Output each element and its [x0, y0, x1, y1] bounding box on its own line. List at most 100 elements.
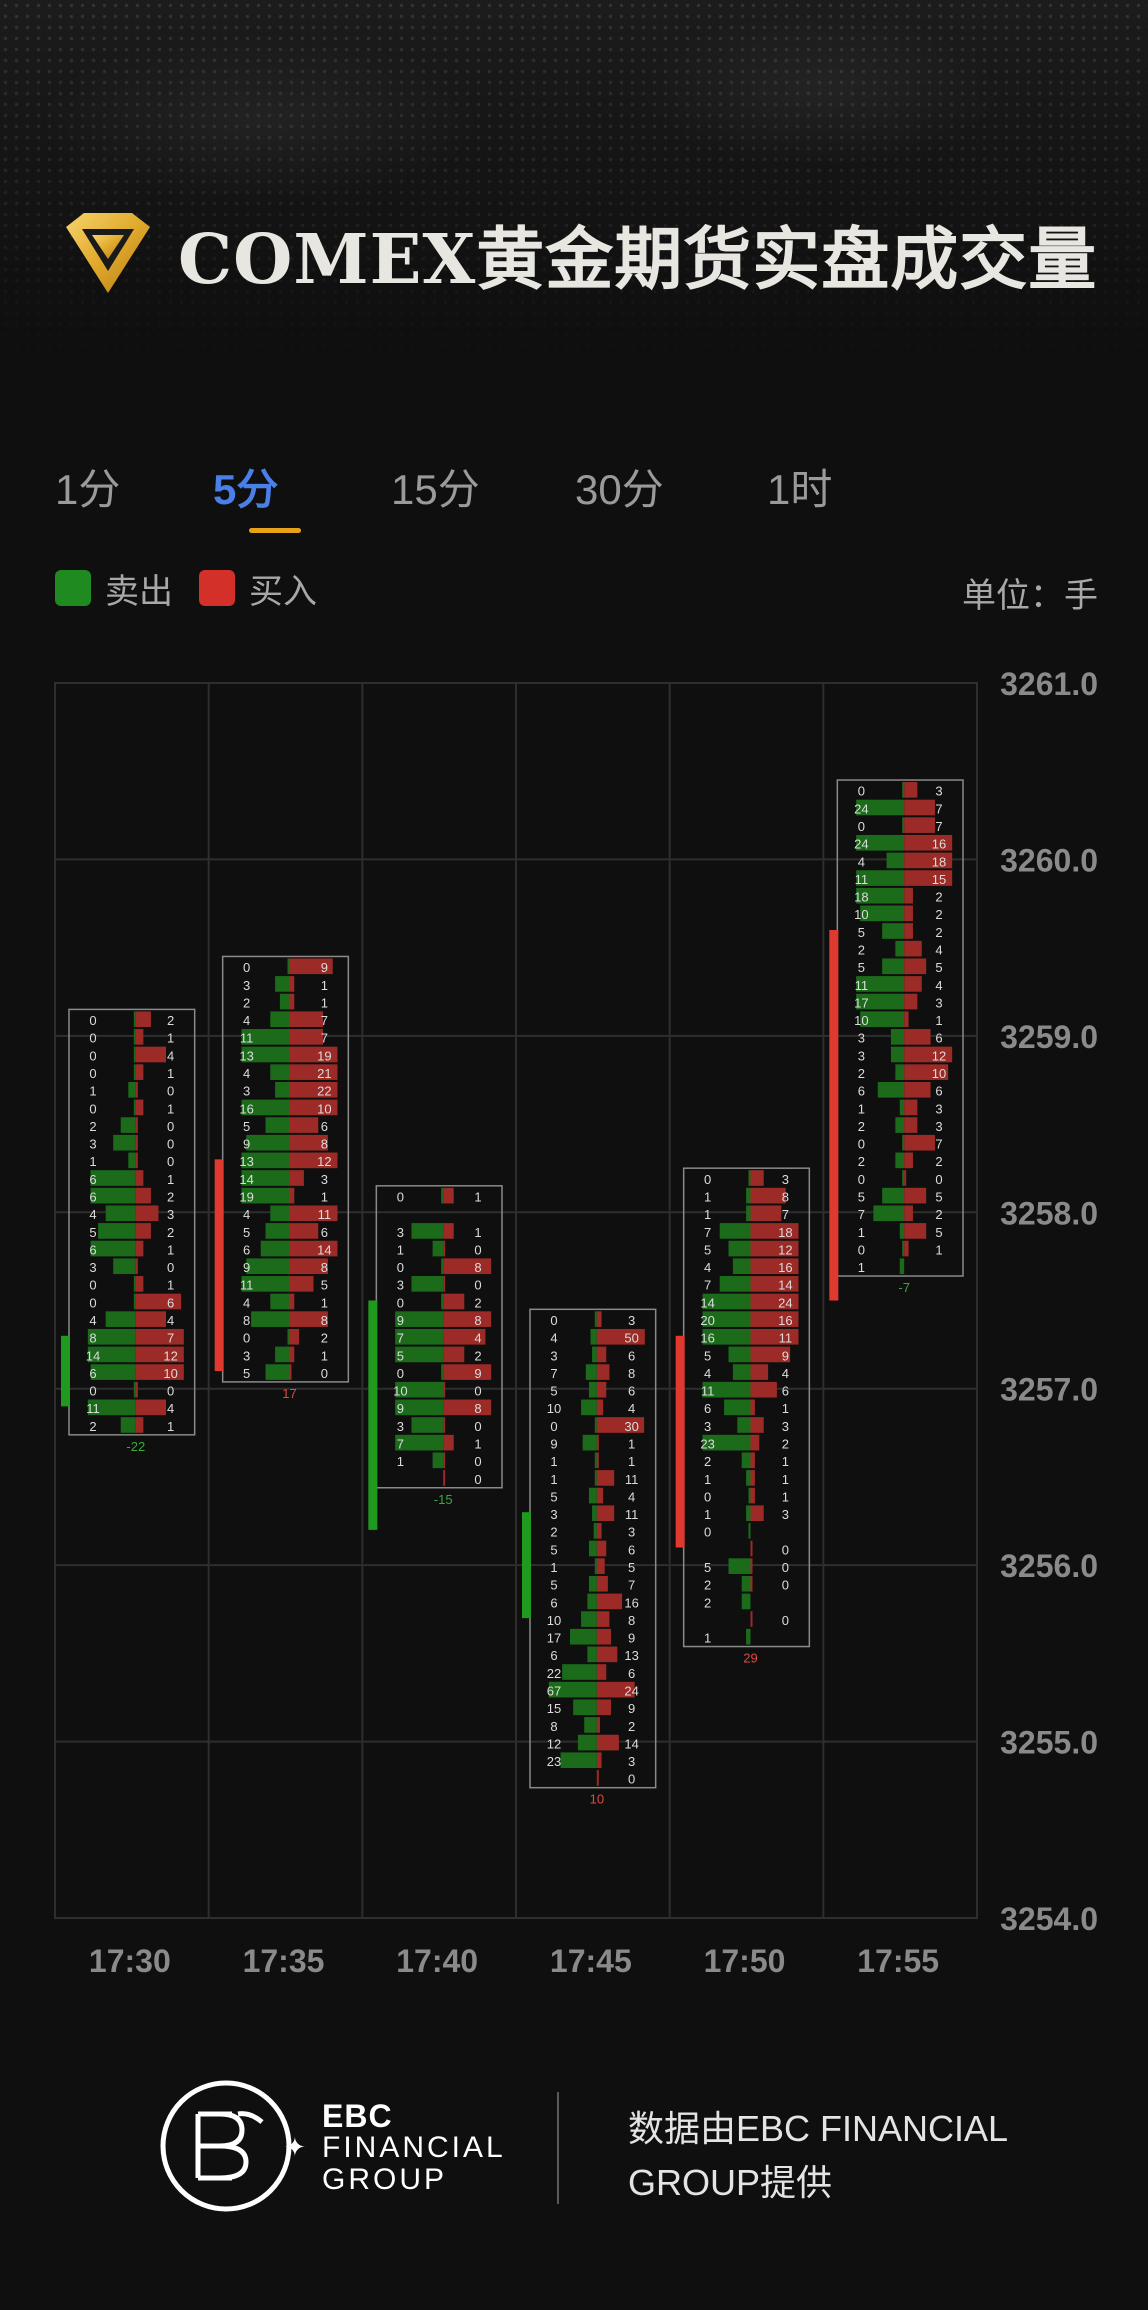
- buy-volume-label: 6: [167, 1295, 174, 1310]
- sell-volume-label: 11: [86, 1401, 100, 1416]
- sell-volume-bar: [748, 1487, 751, 1504]
- sell-volume-label: 1: [550, 1472, 557, 1487]
- buy-volume-bar: [750, 1170, 764, 1186]
- sell-volume-bar: [741, 1593, 751, 1610]
- y-tick-label: 3254.0: [1000, 1901, 1098, 1937]
- sell-volume-label: 8: [243, 1313, 250, 1328]
- credit-line2: GROUP提供: [628, 2162, 833, 2203]
- buy-volume-bar: [596, 1752, 602, 1769]
- buy-volume-bar: [135, 1099, 144, 1116]
- buy-volume-label: 4: [167, 1048, 174, 1063]
- buy-volume-label: 18: [778, 1225, 792, 1240]
- buy-volume-bar: [443, 1452, 446, 1469]
- ebc-logo-icon: [160, 2080, 292, 2212]
- buy-volume-bar: [904, 1117, 918, 1133]
- tab-30min[interactable]: 30分: [575, 466, 664, 513]
- buy-volume-bar: [289, 1152, 338, 1169]
- buy-volume-bar: [596, 1558, 605, 1574]
- buy-volume-label: 11: [779, 1331, 793, 1346]
- sell-volume-bar: [902, 782, 905, 798]
- tab-1hour[interactable]: 1时: [767, 466, 833, 513]
- buy-volume-label: 2: [321, 1331, 328, 1346]
- sell-volume-bar: [594, 1558, 597, 1574]
- buy-volume-bar: [289, 976, 295, 992]
- legend-sell-label: 卖出: [105, 572, 173, 611]
- buy-volume-bar: [289, 1205, 338, 1222]
- sell-volume-label: 3: [704, 1419, 711, 1434]
- sell-volume-bar: [133, 1046, 136, 1063]
- legend-buy: 买入: [199, 564, 317, 613]
- buy-volume-bar: [135, 1134, 138, 1151]
- sell-volume-bar: [587, 1593, 597, 1610]
- sell-volume-bar: [873, 1205, 905, 1222]
- buy-volume-bar: [289, 1223, 319, 1239]
- buy-volume-label: 12: [317, 1154, 331, 1169]
- sell-volume-bar: [133, 1011, 136, 1028]
- buy-volume-bar: [596, 1434, 599, 1451]
- sell-volume-label: 4: [704, 1366, 711, 1381]
- sell-volume-bar: [746, 1205, 751, 1222]
- buy-volume-bar: [596, 1505, 615, 1522]
- sell-volume-label: 6: [89, 1366, 96, 1381]
- buy-volume-label: 3: [935, 1101, 942, 1116]
- buy-volume-label: 24: [778, 1295, 792, 1310]
- candle-body: [675, 1335, 685, 1548]
- delta-label: -7: [898, 1280, 910, 1295]
- buy-volume-bar: [750, 1346, 791, 1363]
- sell-volume-bar: [899, 1258, 905, 1275]
- buy-volume-bar: [596, 1381, 607, 1398]
- sell-volume-label: 2: [858, 1119, 865, 1134]
- sell-volume-bar: [128, 1081, 136, 1098]
- tab-15min[interactable]: 15分: [391, 466, 480, 513]
- sell-volume-bar: [856, 834, 905, 851]
- sell-volume-label: 4: [243, 1066, 250, 1081]
- buy-volume-bar: [596, 1452, 599, 1469]
- buy-volume-label: 6: [321, 1119, 328, 1134]
- sell-volume-bar: [105, 1205, 136, 1222]
- sell-volume-bar: [128, 1152, 136, 1169]
- buy-volume-label: 10: [317, 1101, 331, 1116]
- buy-volume-label: 0: [935, 1172, 942, 1187]
- sell-volume-label: 4: [858, 854, 865, 869]
- sell-volume-bar: [90, 1187, 136, 1204]
- sell-volume-label: 1: [704, 1189, 711, 1204]
- buy-volume-label: 8: [628, 1613, 635, 1628]
- buy-volume-label: 1: [167, 1419, 174, 1434]
- buy-volume-bar: [135, 1117, 138, 1133]
- sell-volume-bar: [246, 1134, 290, 1151]
- sell-volume-label: 8: [89, 1331, 96, 1346]
- sell-volume-bar: [702, 1328, 751, 1345]
- buy-volume-bar: [750, 1205, 782, 1222]
- buy-volume-bar: [750, 1417, 764, 1433]
- buy-volume-label: 7: [321, 1031, 328, 1046]
- buy-volume-label: 5: [935, 1189, 942, 1204]
- x-tick-label: 17:50: [704, 1943, 786, 1979]
- tab-5min[interactable]: 5分: [213, 466, 279, 513]
- sell-volume-label: 3: [243, 1084, 250, 1099]
- sell-volume-label: 10: [393, 1384, 407, 1399]
- candle-body: [214, 1159, 224, 1372]
- sell-volume-label: 0: [89, 1101, 96, 1116]
- sell-volume-label: 0: [704, 1172, 711, 1187]
- sell-volume-bar: [587, 1646, 597, 1663]
- sell-volume-label: 20: [700, 1313, 714, 1328]
- sell-volume-label: 1: [550, 1454, 557, 1469]
- sell-volume-label: 6: [89, 1172, 96, 1187]
- buy-volume-bar: [596, 1523, 602, 1539]
- tab-1min[interactable]: 1分: [55, 466, 121, 513]
- buy-volume-label: 1: [474, 1189, 481, 1204]
- buy-volume-label: 1: [321, 1189, 328, 1204]
- buy-volume-label: 5: [321, 1278, 328, 1293]
- sell-volume-bar: [856, 887, 905, 904]
- sell-volume-label: 1: [397, 1242, 404, 1257]
- buy-volume-bar: [596, 1399, 604, 1416]
- buy-volume-bar: [904, 1152, 913, 1169]
- sell-volume-bar: [270, 1205, 290, 1222]
- sell-volume-label: 14: [86, 1348, 100, 1363]
- buy-volume-label: 2: [935, 1207, 942, 1222]
- buy-volume-bar: [596, 1540, 607, 1557]
- buy-volume-label: 3: [935, 995, 942, 1010]
- buy-volume-label: 1: [782, 1472, 789, 1487]
- buy-volume-label: 2: [474, 1348, 481, 1363]
- buy-volume-label: 1: [782, 1401, 789, 1416]
